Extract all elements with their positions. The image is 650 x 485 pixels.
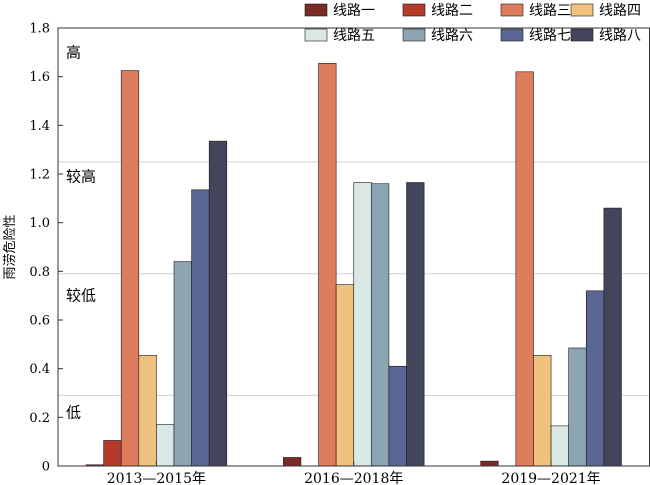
legend-swatch (570, 28, 594, 42)
bar-6-3 (568, 347, 587, 467)
y-tick-label: 1.8 (29, 22, 50, 37)
band-label: 较低 (66, 287, 96, 305)
bar-7-2 (388, 365, 407, 467)
y-tick-label: 0.4 (29, 362, 50, 377)
legend-swatch (402, 3, 426, 17)
bar-7-3 (585, 290, 605, 467)
bar-2-1 (103, 440, 122, 467)
y-tick-label: 1.4 (29, 119, 50, 134)
bar-3-3 (515, 71, 534, 467)
legend-swatch (500, 3, 524, 17)
bar-8-1 (208, 140, 228, 467)
band-label: 高 (66, 43, 81, 61)
legend-label: 线路八 (599, 28, 641, 44)
legend-swatch (570, 3, 594, 17)
legend-label: 线路七 (529, 28, 571, 44)
bar-8-3 (603, 207, 622, 467)
y-tick-label: 1.0 (29, 216, 50, 231)
y-axis: 0 0.2 0.4 0.6 0.8 1.0 1.2 1.4 1.6 1.8 (29, 22, 63, 475)
bar-1-3 (480, 460, 499, 467)
x-tick-label: 2013—2015年 (107, 471, 206, 485)
bar-4-2 (335, 284, 355, 467)
band-label: 较高 (66, 167, 96, 185)
band-label: 低 (66, 403, 81, 421)
legend-label: 线路五 (333, 28, 375, 44)
bar-6-1 (173, 261, 192, 467)
x-axis: 2013—2015年 2016—2018年 2019—2021年 (107, 461, 601, 485)
bar-6-2 (371, 183, 390, 467)
legend-swatch (304, 28, 328, 42)
bar-3-1 (120, 70, 140, 467)
bar-4-1 (138, 354, 157, 467)
y-tick-label: 0.6 (29, 314, 50, 329)
bar-5-1 (156, 424, 175, 467)
x-tick-label: 2019—2021年 (501, 471, 600, 485)
legend-label: 线路一 (333, 3, 375, 19)
y-tick-label: 0.8 (29, 265, 50, 280)
legend-label: 线路六 (431, 28, 473, 44)
bar-5-3 (550, 425, 569, 467)
y-tick-label: 0 (42, 460, 50, 475)
x-tick-label: 2016—2018年 (304, 471, 403, 485)
bar-3-2 (318, 62, 337, 467)
bar-5-2 (353, 182, 372, 467)
legend-label: 线路四 (599, 3, 641, 19)
legend-label: 线路三 (529, 3, 571, 19)
legend-label: 线路二 (431, 3, 473, 19)
y-tick-label: 1.2 (29, 168, 50, 183)
bar-8-2 (406, 182, 425, 467)
legend-swatch (304, 3, 328, 17)
y-tick-label: 1.6 (29, 70, 50, 85)
y-axis-label: 雨涝危险性 (2, 214, 18, 279)
bars (85, 62, 622, 467)
bar-7-1 (191, 189, 210, 467)
legend-swatch (500, 28, 524, 42)
legend-swatch (402, 28, 426, 42)
bar-1-2 (283, 457, 302, 467)
bar-4-3 (533, 354, 552, 467)
y-tick-label: 0.2 (29, 411, 50, 426)
